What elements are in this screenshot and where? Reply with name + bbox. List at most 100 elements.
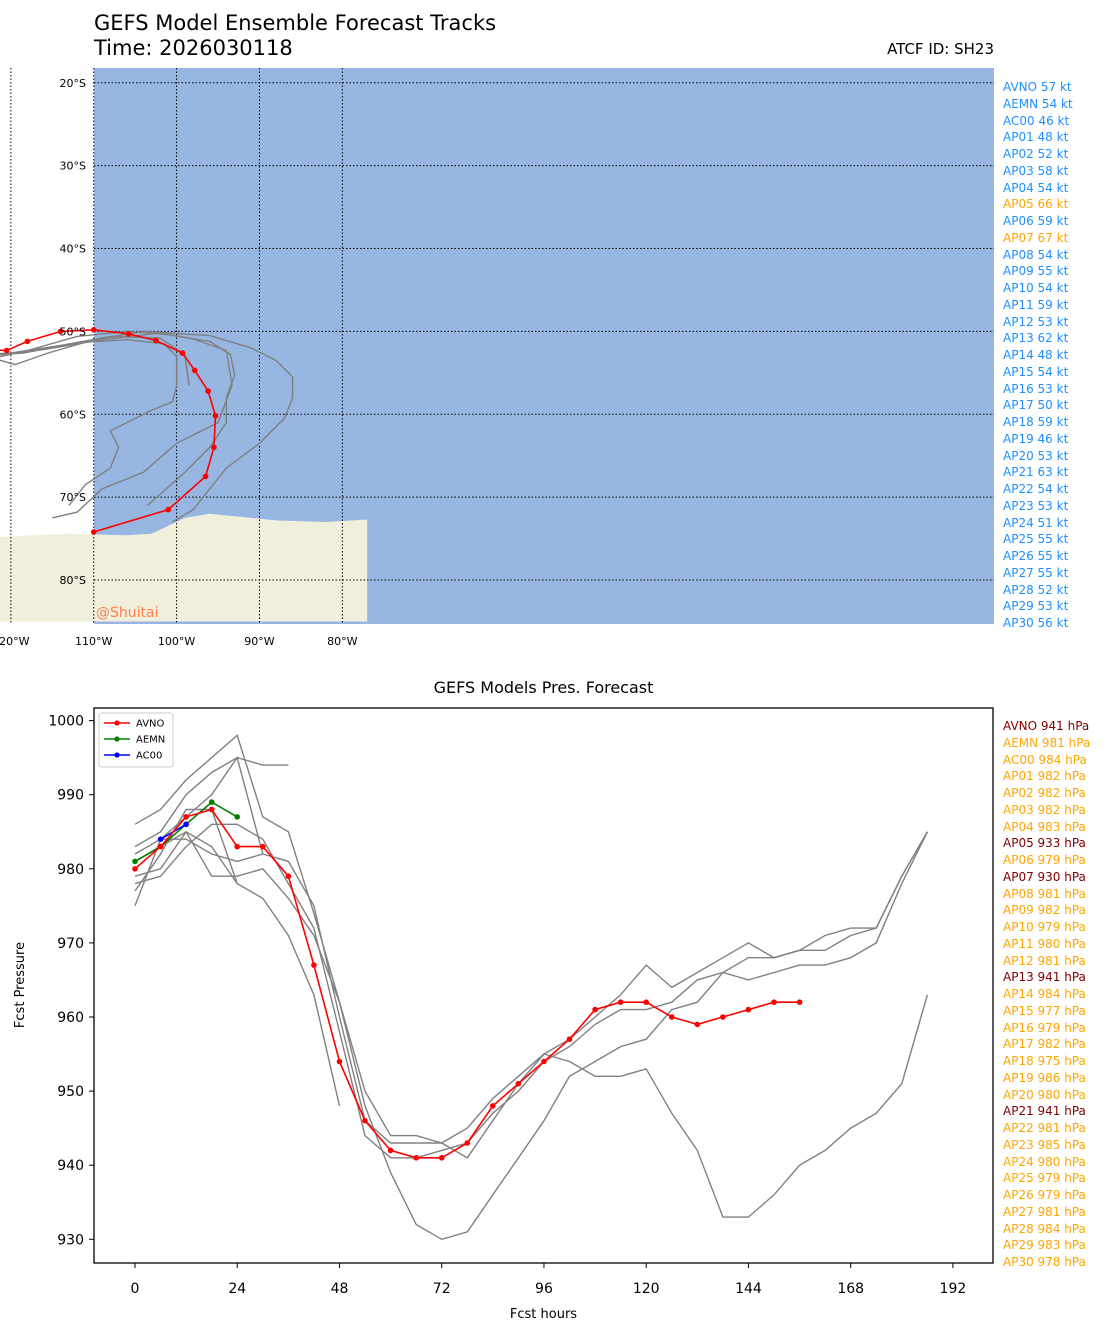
avno-pressure-point [694,1021,701,1028]
x-tick-label: 120 [633,1281,660,1297]
wind-list-item: AP16 53 kt [1003,381,1069,396]
latitude-label: 50°S [60,325,86,338]
pressure-list-item: AEMN 981 hPa [1003,735,1091,750]
pressure-list-item: AP17 982 hPa [1003,1037,1086,1052]
member-track [0,332,233,519]
pressure-list-item: AP20 980 hPa [1003,1087,1086,1102]
wind-list-item: AP23 53 kt [1003,498,1069,513]
avno-pressure-point [285,873,292,879]
y-tick-label: 930 [57,1232,84,1248]
avno-track-point [202,473,209,480]
wind-list-item: AP02 52 kt [1003,147,1069,161]
legend-marker [114,736,120,742]
pressure-list-item: AP23 985 hPa [1003,1137,1086,1152]
avno-pressure-point [669,1014,675,1020]
avno-track-point [211,444,217,451]
pressure-list-item: AP12 981 hPa [1003,953,1086,968]
chart-series [132,734,929,1241]
aemn-pressure-point [234,814,240,820]
wind-list-item: AP14 48 kt [1003,348,1069,362]
pressure-list-item: AP09 982 hPa [1003,903,1086,918]
x-tick-label: 72 [433,1281,451,1297]
time-label: Time: 2026030118 [94,36,293,60]
avno-pressure-point [362,1117,368,1124]
avno-pressure-point [413,1155,420,1161]
member-pressure-line [134,734,929,1144]
member-pressure-line [134,830,341,1107]
wind-list-item: AP10 54 kt [1003,281,1069,295]
pressure-list-item: AP14 984 hPa [1003,987,1086,1001]
wind-list-item: AP21 63 kt [1003,465,1069,480]
wind-list-item: AC00 46 kt [1003,113,1070,128]
wind-list-item: AP15 54 kt [1003,364,1069,379]
longitude-label: 90°W [244,635,274,648]
wind-intensity-list: AVNO 57 kt AEMN 54 kt AC00 46 kt AP01 48 kt… [1003,79,1073,632]
page-title: GEFS Model Ensemble Forecast Tracks [94,11,497,35]
x-tick-label: 192 [940,1281,967,1297]
avno-pressure-point [490,1103,496,1109]
pressure-list-item: AVNO 941 hPa [1003,719,1090,733]
avno-track-point [125,331,132,337]
avno-pressure-point [592,1006,598,1013]
avno-pressure-point [745,1006,752,1013]
wind-list-item: AP29 53 kt [1003,599,1069,614]
pressure-list-item: AP28 984 hPa [1003,1221,1086,1236]
wind-list-item: AP20 53 kt [1003,448,1069,463]
longitude-label: 110°W [75,635,112,648]
avno-pressure-point [132,866,138,872]
chart-title: GEFS Models Pres. Forecast [434,678,654,697]
pressure-list-item: AC00 984 hPa [1003,752,1087,767]
avno-pressure-point [464,1140,471,1146]
wind-list-item: AP26 55 kt [1003,549,1069,563]
avno-track-point [24,338,31,345]
longitude-label: 120°W [0,635,30,648]
latitude-label: 60°S [60,408,86,421]
wind-list-item: AP13 62 kt [1003,331,1069,346]
avno-pressure-point [208,806,215,813]
wind-list-item: AP18 59 kt [1003,415,1069,429]
wind-list-item: AP03 58 kt [1003,163,1069,178]
wind-list-item: AP25 55 kt [1003,532,1069,547]
chart-legend: AVNO AEMN AC00 [98,712,174,768]
latitude-labels: 20°S 30°S 40°S 50°S 60°S 70°S 80°S [60,77,86,587]
pressure-list-item: AP27 981 hPa [1003,1204,1086,1219]
wind-list-item: AP11 59 kt [1003,297,1069,312]
pressure-list-item: AP30 978 hPa [1003,1255,1086,1269]
wind-list-item: AP17 50 kt [1003,398,1069,413]
member-pressure-line [134,830,929,1241]
pressure-list-item: AP15 977 hPa [1003,1003,1086,1018]
watermark: @Shuitai [96,605,158,621]
aemn-pressure-point [208,799,215,805]
y-tick-label: 960 [57,1010,84,1026]
pressure-chart: GEFS Models Pres. Forecast 0 24 48 72 96 120 1… [13,678,994,1322]
wind-list-item: AP22 54 kt [1003,482,1069,496]
avno-track-point [153,337,159,344]
y-tick-label: 950 [57,1084,84,1100]
avno-pressure-point [260,843,266,850]
y-axis-ticks: 930 940 950 960 970 980 990 1000 [48,714,94,1248]
latitude-label: 40°S [60,243,86,256]
pressure-list-item: AP29 983 hPa [1003,1238,1086,1253]
avno-track-point [212,413,219,419]
legend-marker [114,720,120,726]
latitude-label: 80°S [60,574,86,587]
x-tick-label: 144 [735,1281,762,1297]
pressure-list-item: AP19 986 hPa [1003,1070,1086,1085]
avno-pressure-point [234,843,240,850]
map-gridlines [10,68,994,624]
avno-pressure-line [134,808,800,1159]
pressure-list-item: AP04 983 hPa [1003,819,1086,834]
plot-frame [93,707,994,1264]
avno-pressure-point [541,1058,547,1065]
wind-list-item: AP27 55 kt [1003,565,1069,580]
wind-list-item: AP07 67 kt [1003,230,1069,245]
pressure-list-item: AP01 982 hPa [1003,769,1086,784]
member-track [0,330,294,523]
pressure-list-item: AP07 930 hPa [1003,869,1086,884]
avno-track-point [57,328,64,335]
member-pressure-line [134,755,929,1218]
member-pressure-line [134,756,289,848]
wind-list-item: AP28 52 kt [1003,582,1069,597]
y-axis-label: Fcst Pressure [13,942,28,1028]
ac00-pressure-point [183,821,189,828]
